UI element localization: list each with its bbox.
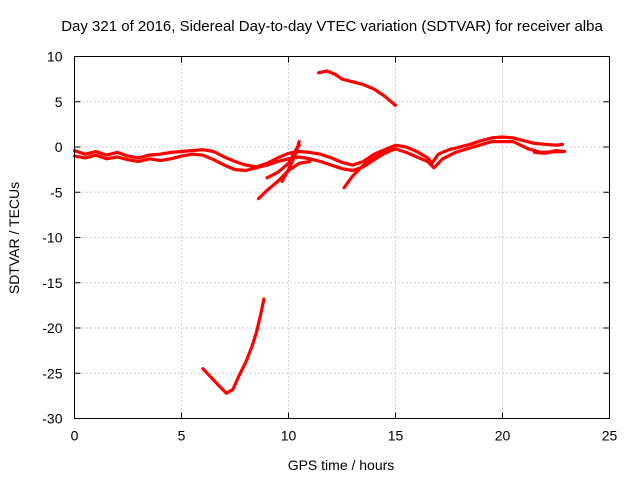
grid-lines bbox=[74, 56, 610, 419]
series-arc-high bbox=[316, 69, 398, 108]
x-tick-label: 25 bbox=[602, 428, 618, 444]
y-axis-label: SDTVAR / TECUs bbox=[6, 182, 22, 294]
x-tick-label: 10 bbox=[281, 428, 297, 444]
chart-title: Day 321 of 2016, Sidereal Day-to-day VTE… bbox=[61, 18, 603, 35]
y-axis-ticks: 10 5 0 -5 -10 -15 -20 -25 -30 bbox=[42, 49, 610, 427]
y-tick-label: 5 bbox=[55, 94, 63, 110]
x-tick-label: 5 bbox=[178, 428, 186, 444]
y-tick-label: -30 bbox=[42, 411, 62, 427]
series-arc-rising-3 bbox=[280, 140, 301, 183]
y-tick-label: -25 bbox=[42, 365, 62, 381]
x-axis-label: GPS time / hours bbox=[288, 457, 395, 473]
x-tick-label: 15 bbox=[388, 428, 404, 444]
data-series bbox=[72, 69, 567, 395]
x-tick-label: 20 bbox=[495, 428, 511, 444]
y-tick-label: -20 bbox=[42, 320, 62, 336]
series-arc-rising-1 bbox=[256, 159, 312, 201]
series-arc-morning-low bbox=[201, 297, 266, 395]
y-tick-label: 10 bbox=[47, 49, 63, 65]
x-axis-ticks: 0 5 10 15 20 25 bbox=[71, 56, 618, 444]
y-tick-label: -10 bbox=[42, 230, 62, 246]
y-tick-label: 0 bbox=[55, 139, 63, 155]
series-arc-afternoon-rise bbox=[342, 147, 398, 190]
y-tick-label: -15 bbox=[42, 275, 62, 291]
x-tick-label: 0 bbox=[71, 428, 79, 444]
series-arc-tail bbox=[532, 149, 567, 155]
y-tick-label: -5 bbox=[50, 184, 63, 200]
series-arc-main-1 bbox=[72, 135, 565, 169]
series-arc-main-2 bbox=[72, 140, 565, 173]
plot-frame bbox=[74, 56, 610, 419]
